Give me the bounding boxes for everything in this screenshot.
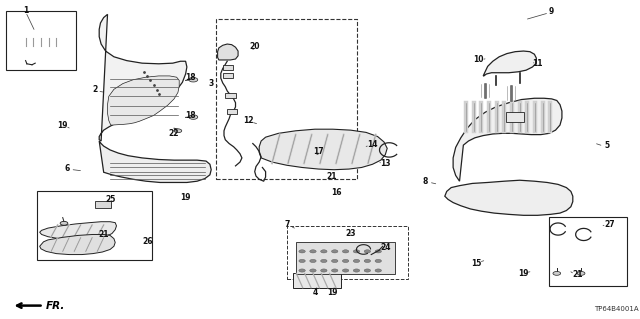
- Circle shape: [375, 269, 381, 272]
- Polygon shape: [108, 76, 179, 125]
- FancyBboxPatch shape: [216, 19, 357, 179]
- Text: 1: 1: [23, 6, 28, 15]
- Text: 20: 20: [250, 42, 260, 51]
- Circle shape: [299, 259, 305, 263]
- Text: 13: 13: [380, 159, 390, 168]
- Circle shape: [342, 259, 349, 263]
- Text: 17: 17: [314, 147, 324, 156]
- Bar: [287, 226, 408, 279]
- Text: FR.: FR.: [46, 300, 65, 311]
- Text: 22: 22: [169, 129, 179, 138]
- Circle shape: [174, 129, 182, 133]
- Circle shape: [342, 250, 349, 253]
- Circle shape: [310, 259, 316, 263]
- Circle shape: [60, 221, 68, 225]
- Polygon shape: [40, 222, 116, 240]
- Text: 4: 4: [312, 288, 317, 297]
- Circle shape: [577, 271, 585, 275]
- Bar: [37, 191, 152, 260]
- Circle shape: [353, 250, 360, 253]
- Polygon shape: [40, 234, 115, 255]
- Circle shape: [364, 259, 371, 263]
- Bar: [95, 201, 111, 208]
- Bar: [223, 65, 233, 70]
- Text: 3: 3: [209, 79, 214, 88]
- Text: 24: 24: [380, 243, 390, 252]
- Text: 19: 19: [58, 121, 68, 130]
- Text: 15: 15: [472, 259, 482, 268]
- Text: 19: 19: [180, 193, 191, 202]
- Circle shape: [353, 259, 360, 263]
- Bar: [506, 112, 524, 122]
- Polygon shape: [453, 98, 562, 181]
- Circle shape: [364, 250, 371, 253]
- Text: 9: 9: [549, 7, 554, 16]
- Text: 19: 19: [518, 269, 529, 278]
- Circle shape: [364, 269, 371, 272]
- Text: 11: 11: [532, 59, 543, 68]
- Circle shape: [299, 269, 305, 272]
- Circle shape: [375, 259, 381, 263]
- Polygon shape: [218, 44, 238, 60]
- Circle shape: [332, 259, 338, 263]
- Bar: [293, 273, 341, 288]
- Circle shape: [342, 269, 349, 272]
- Text: 8: 8: [423, 177, 428, 186]
- Circle shape: [310, 250, 316, 253]
- Text: 12: 12: [243, 116, 253, 125]
- Circle shape: [332, 269, 338, 272]
- Text: 5: 5: [604, 141, 609, 150]
- Text: 10: 10: [474, 55, 484, 63]
- Circle shape: [321, 259, 327, 263]
- Circle shape: [553, 271, 561, 275]
- Text: 25: 25: [105, 195, 115, 204]
- Polygon shape: [445, 180, 573, 215]
- Text: 21: 21: [99, 230, 109, 239]
- Circle shape: [375, 250, 381, 253]
- Bar: [6, 11, 76, 70]
- Polygon shape: [259, 129, 387, 170]
- Text: TP64B4001A: TP64B4001A: [594, 306, 639, 312]
- Circle shape: [189, 78, 198, 82]
- Circle shape: [332, 250, 338, 253]
- Text: 21: 21: [572, 271, 582, 279]
- Text: 21: 21: [326, 172, 337, 181]
- Bar: [225, 93, 236, 98]
- Text: 18: 18: [186, 73, 196, 82]
- Text: 7: 7: [284, 220, 289, 229]
- Polygon shape: [99, 141, 211, 182]
- Bar: [227, 109, 237, 114]
- Polygon shape: [99, 14, 187, 141]
- Text: 27: 27: [604, 220, 614, 229]
- Circle shape: [310, 269, 316, 272]
- Text: 16: 16: [331, 188, 341, 197]
- Circle shape: [299, 250, 305, 253]
- Text: 23: 23: [346, 229, 356, 238]
- Circle shape: [353, 269, 360, 272]
- Polygon shape: [16, 38, 63, 47]
- Bar: [549, 217, 627, 286]
- Polygon shape: [483, 51, 536, 76]
- Text: 19: 19: [328, 288, 338, 297]
- Text: 2: 2: [92, 85, 97, 94]
- Text: 6: 6: [65, 164, 70, 173]
- Text: 18: 18: [186, 111, 196, 120]
- Circle shape: [321, 269, 327, 272]
- Text: 26: 26: [142, 237, 152, 246]
- Bar: [223, 73, 233, 78]
- Text: 14: 14: [367, 140, 378, 149]
- Circle shape: [189, 115, 198, 119]
- Circle shape: [321, 250, 327, 253]
- Bar: [296, 242, 395, 274]
